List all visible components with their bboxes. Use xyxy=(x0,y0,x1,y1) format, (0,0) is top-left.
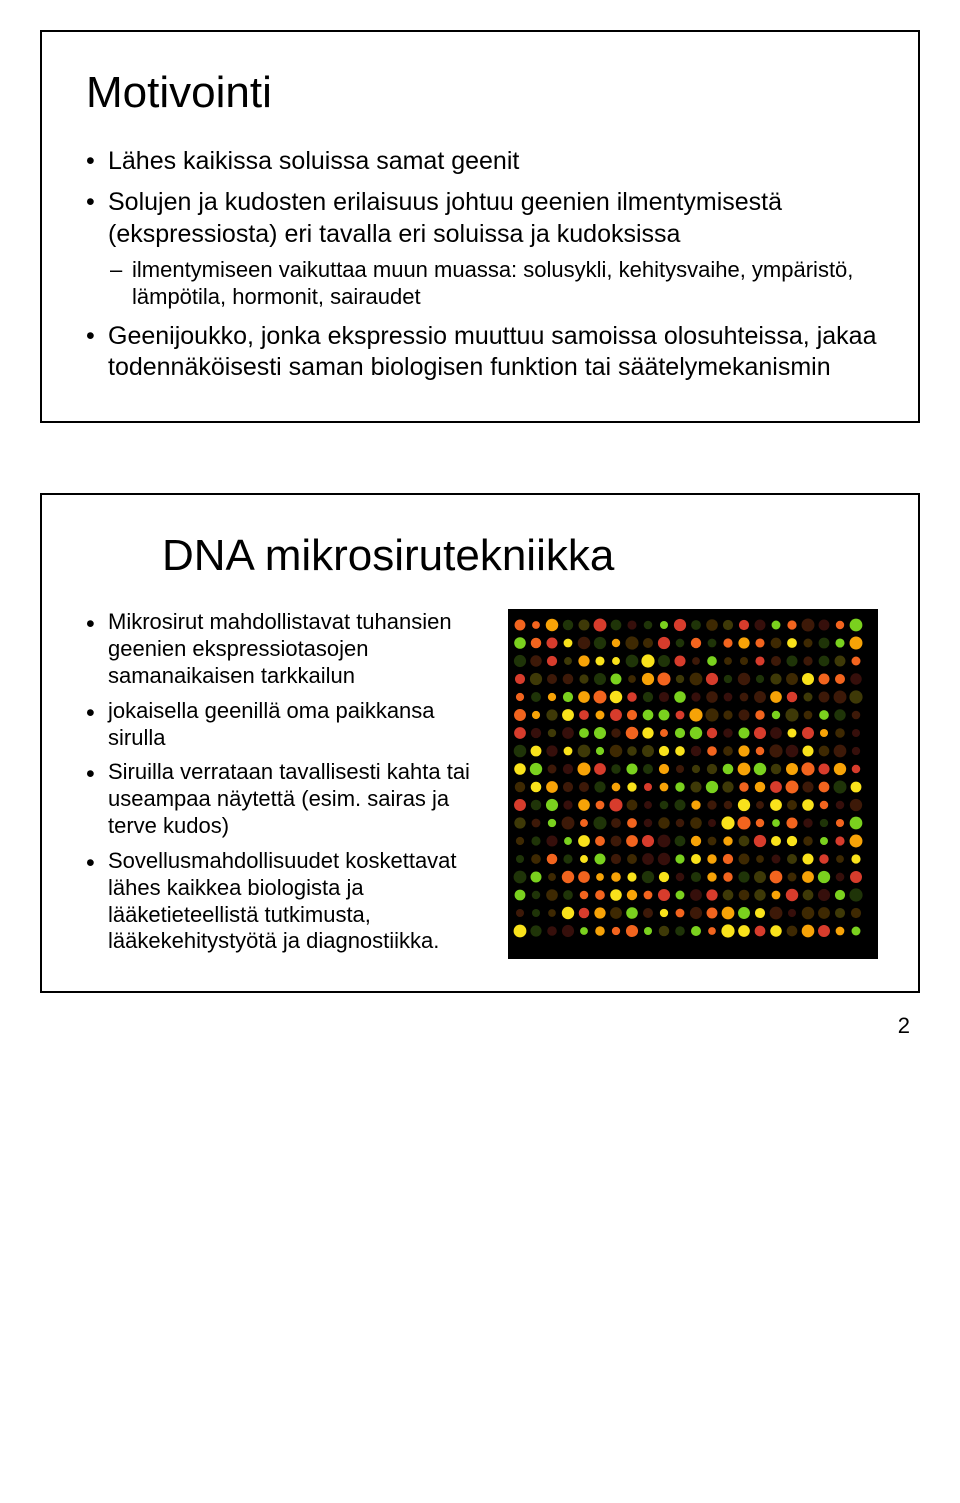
bullet-item: Lähes kaikissa soluissa samat geenit xyxy=(82,146,878,177)
slide-motivointi: Motivointi Lähes kaikissa soluissa samat… xyxy=(40,30,920,423)
bullet-text: Siruilla verrataan tavallisesti kahta ta… xyxy=(108,759,470,838)
sub-bullets: ilmentymiseen vaikuttaa muun muassa: sol… xyxy=(108,256,878,311)
microarray-image xyxy=(508,609,878,959)
bullet-item: Solujen ja kudosten erilaisuus johtuu ge… xyxy=(82,187,878,311)
bullet-text: Sovellusmahdollisuudet koskettavat lähes… xyxy=(108,848,457,953)
slide2-bullets: Mikrosirut mahdollistavat tuhansien geen… xyxy=(82,609,488,955)
bullet-item: Siruilla verrataan tavallisesti kahta ta… xyxy=(82,759,488,839)
slide-dna-mikrosirutekniikka: DNA mikrosirutekniikka Mikrosirut mahdol… xyxy=(40,493,920,993)
slide2-title: DNA mikrosirutekniikka xyxy=(162,531,878,581)
slide2-right-column xyxy=(508,609,878,959)
slide2-left-column: Mikrosirut mahdollistavat tuhansien geen… xyxy=(82,609,488,963)
bullet-text: Lähes kaikissa soluissa samat geenit xyxy=(108,147,519,175)
slide2-body: Mikrosirut mahdollistavat tuhansien geen… xyxy=(82,609,878,963)
bullet-text: Geenijoukko, jonka ekspressio muuttuu sa… xyxy=(108,322,876,381)
bullet-item: Mikrosirut mahdollistavat tuhansien geen… xyxy=(82,609,488,689)
bullet-text: Mikrosirut mahdollistavat tuhansien geen… xyxy=(108,609,452,688)
bullet-text: jokaisella geenillä oma paikkansa sirull… xyxy=(108,698,435,750)
page-number: 2 xyxy=(40,993,920,1039)
bullet-text: Solujen ja kudosten erilaisuus johtuu ge… xyxy=(108,188,782,247)
bullet-item: Sovellusmahdollisuudet koskettavat lähes… xyxy=(82,848,488,955)
bullet-item: jokaisella geenillä oma paikkansa sirull… xyxy=(82,698,488,752)
sub-bullet-text: ilmentymiseen vaikuttaa muun muassa: sol… xyxy=(132,257,853,310)
sub-bullet-item: ilmentymiseen vaikuttaa muun muassa: sol… xyxy=(108,256,878,311)
page: Motivointi Lähes kaikissa soluissa samat… xyxy=(0,0,960,1059)
bullet-item: Geenijoukko, jonka ekspressio muuttuu sa… xyxy=(82,321,878,384)
slide1-bullets: Lähes kaikissa soluissa samat geenit Sol… xyxy=(82,146,878,383)
slide1-title: Motivointi xyxy=(86,68,878,118)
